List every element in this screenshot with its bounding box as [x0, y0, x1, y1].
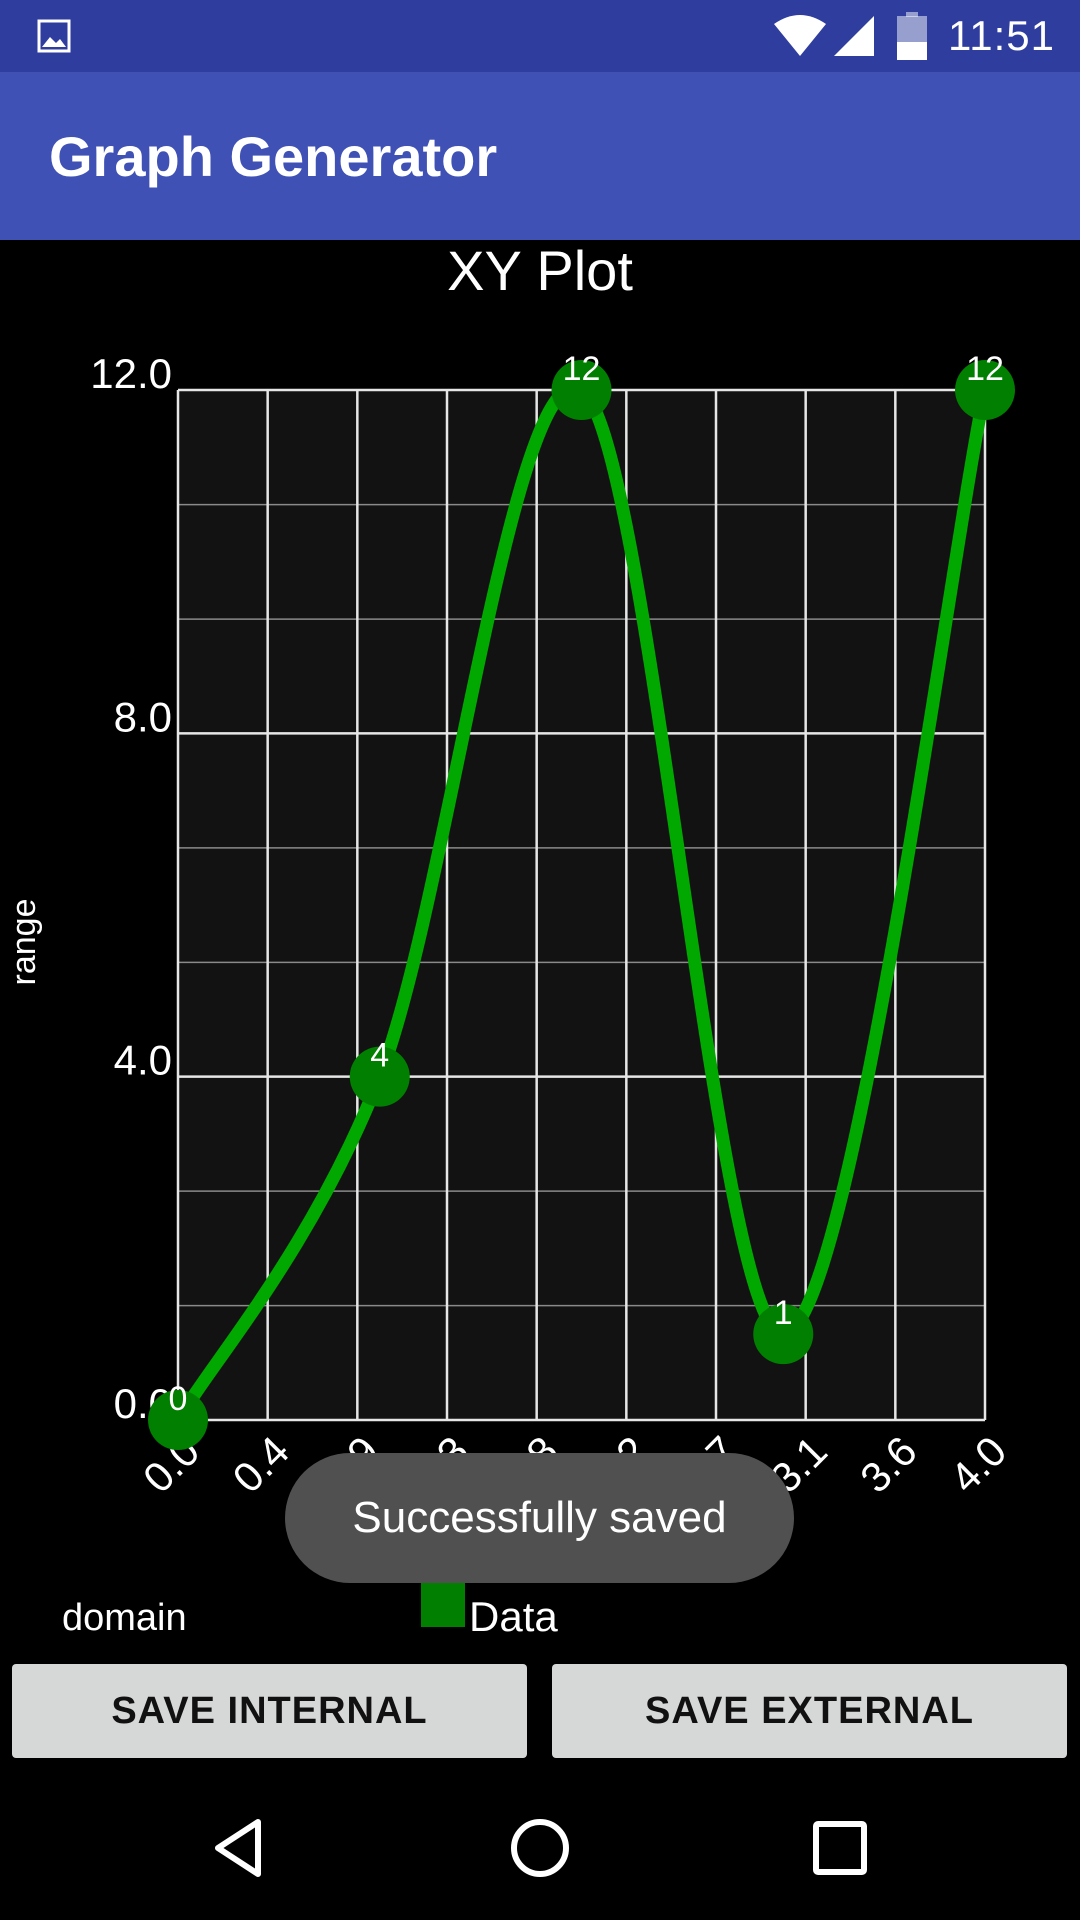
data-point-label: 0 — [169, 1380, 188, 1418]
plot-area — [178, 390, 985, 1420]
save-external-button[interactable]: SAVE EXTERNAL — [552, 1664, 1067, 1758]
save-internal-button[interactable]: SAVE INTERNAL — [12, 1664, 527, 1758]
data-point — [148, 1390, 208, 1450]
x-axis-label: domain — [62, 1597, 187, 1639]
x-tick-label: 4.0 — [941, 1427, 1016, 1502]
series-line-data — [171, 381, 992, 1427]
cell-signal-icon — [834, 16, 874, 56]
y-tick-label: 4.0 — [114, 1037, 172, 1084]
recents-icon[interactable] — [798, 1806, 882, 1890]
toast-message: Successfully saved — [285, 1453, 794, 1583]
legend-swatch — [421, 1583, 465, 1627]
status-bar: 11:51 — [0, 0, 1080, 72]
wifi-icon — [774, 15, 826, 56]
data-point-label: 1 — [774, 1294, 793, 1332]
x-tick-label: 0.4 — [224, 1427, 299, 1502]
xy-plot-chart: 0.04.08.012.0 0.00.40.91.31.82.22.73.13.… — [5, 240, 1016, 1640]
y-tick-label: 12.0 — [90, 350, 172, 397]
data-point — [753, 1304, 814, 1365]
gallery-notification-icon — [37, 19, 71, 53]
legend-label: Data — [469, 1593, 558, 1640]
app-bar: Graph Generator — [0, 72, 1080, 240]
home-icon[interactable] — [498, 1806, 582, 1890]
status-time: 11:51 — [948, 12, 1055, 59]
data-point — [349, 1046, 410, 1107]
data-point-label: 12 — [966, 350, 1004, 388]
data-point-label: 4 — [370, 1037, 389, 1075]
data-point — [955, 360, 1015, 420]
back-icon[interactable] — [198, 1806, 282, 1890]
battery-icon — [897, 12, 927, 60]
chart-title: XY Plot — [447, 240, 633, 302]
navigation-bar — [0, 1776, 1080, 1920]
data-point-label: 12 — [563, 350, 601, 388]
data-point — [551, 360, 612, 420]
y-tick-label: 8.0 — [114, 693, 172, 740]
y-axis-label: range — [5, 899, 43, 986]
x-tick-label: 3.6 — [851, 1427, 926, 1502]
app-title: Graph Generator — [49, 125, 498, 188]
